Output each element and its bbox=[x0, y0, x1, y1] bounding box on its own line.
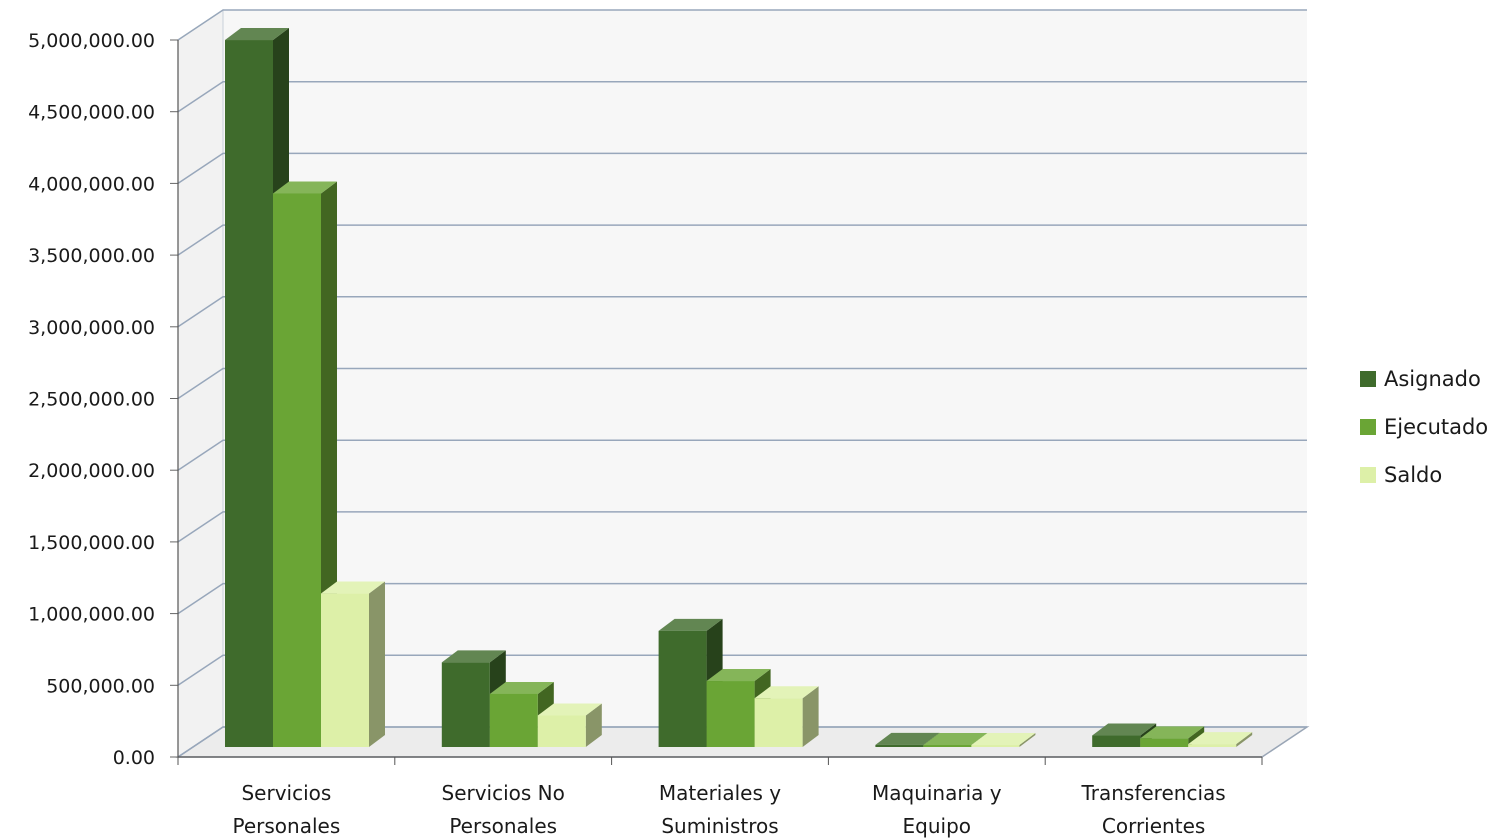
x-tick-label: Materiales y bbox=[659, 781, 781, 805]
y-tick-label: 4,500,000.00 bbox=[28, 102, 155, 124]
legend-label-ejecutado: Ejecutado bbox=[1384, 415, 1489, 439]
gridline bbox=[177, 224, 1307, 256]
chart-legend: Asignado Ejecutado Saldo bbox=[1360, 355, 1488, 499]
bar-asignado bbox=[1092, 735, 1141, 747]
x-tick-label: Transferencias bbox=[1080, 781, 1225, 805]
bar-ejecutado-top bbox=[706, 669, 771, 682]
bar-asignado-top bbox=[658, 618, 723, 631]
gridline bbox=[177, 439, 1307, 471]
gridline bbox=[177, 152, 1307, 185]
bar-saldo-side bbox=[802, 686, 819, 747]
bar-saldo bbox=[1188, 744, 1237, 747]
bar-ejecutado-top bbox=[489, 681, 554, 694]
bar-asignado-top bbox=[225, 28, 289, 41]
legend-item-saldo: Saldo bbox=[1360, 451, 1488, 499]
gridline bbox=[177, 726, 1307, 758]
bar-ejecutado bbox=[1140, 738, 1189, 747]
x-tick-label: Corrientes bbox=[1102, 814, 1205, 838]
bar-saldo bbox=[971, 745, 1020, 747]
bar-saldo-top bbox=[321, 581, 385, 594]
legend-label-asignado: Asignado bbox=[1384, 367, 1481, 391]
y-tick-label: 3,500,000.00 bbox=[28, 245, 155, 267]
bar-asignado bbox=[658, 630, 707, 747]
bar-saldo bbox=[321, 593, 369, 747]
bar-saldo-side bbox=[1236, 732, 1253, 747]
bar-ejecutado-top bbox=[1140, 726, 1205, 739]
y-tick-label: 500,000.00 bbox=[46, 675, 155, 697]
legend-swatch-ejecutado bbox=[1360, 419, 1376, 435]
y-tick-label: 5,000,000.00 bbox=[28, 30, 155, 52]
gridline bbox=[177, 582, 1307, 615]
bar-asignado bbox=[225, 40, 273, 747]
x-tick-label: Equipo bbox=[903, 814, 972, 838]
bar-saldo bbox=[537, 715, 586, 747]
bar-saldo-top bbox=[1188, 732, 1253, 745]
gridline bbox=[177, 296, 1307, 328]
legend-item-asignado: Asignado bbox=[1360, 355, 1488, 403]
bar-saldo-top bbox=[754, 686, 819, 699]
x-tick-label: Suministros bbox=[661, 814, 778, 838]
bar-asignado bbox=[441, 662, 490, 747]
bar-ejecutado bbox=[923, 745, 972, 747]
bar-saldo-side bbox=[585, 703, 602, 747]
x-tick-label: Servicios bbox=[241, 781, 331, 805]
bar-ejecutado-top bbox=[273, 181, 337, 194]
x-tick-label: Personales bbox=[233, 814, 341, 838]
gridline bbox=[177, 511, 1307, 543]
bar-saldo bbox=[754, 698, 803, 747]
x-tick-label: Maquinaria y bbox=[872, 781, 1002, 805]
bar-asignado bbox=[875, 744, 924, 747]
y-tick-label: 1,000,000.00 bbox=[28, 604, 155, 626]
gridline bbox=[177, 80, 1307, 113]
legend-swatch-saldo bbox=[1360, 467, 1376, 483]
y-tick-label: 2,500,000.00 bbox=[28, 389, 155, 411]
legend-label-saldo: Saldo bbox=[1384, 463, 1443, 487]
gridline bbox=[177, 367, 1307, 400]
bar-asignado-top bbox=[1092, 723, 1157, 736]
gridline bbox=[177, 9, 1307, 41]
gridline bbox=[177, 654, 1307, 686]
bar-ejecutado bbox=[273, 193, 321, 747]
bar-saldo-side bbox=[1019, 733, 1036, 747]
bar-asignado-top bbox=[875, 732, 940, 745]
bar-ejecutado bbox=[706, 681, 755, 747]
bar-saldo-top bbox=[537, 703, 602, 716]
legend-swatch-asignado bbox=[1360, 371, 1376, 387]
bar-asignado-top bbox=[441, 650, 506, 663]
bar-ejecutado-top bbox=[923, 733, 988, 745]
x-tick-label: Servicios No bbox=[442, 781, 565, 805]
bar-saldo-top bbox=[971, 733, 1036, 745]
bar-saldo-side bbox=[369, 581, 385, 747]
y-tick-label: 2,000,000.00 bbox=[28, 460, 155, 482]
y-tick-label: 1,500,000.00 bbox=[28, 532, 155, 554]
y-tick-label: 4,000,000.00 bbox=[28, 173, 155, 195]
x-tick-label: Personales bbox=[449, 814, 557, 838]
legend-item-ejecutado: Ejecutado bbox=[1360, 403, 1488, 451]
y-tick-label: 0.00 bbox=[113, 747, 155, 769]
y-tick-label: 3,000,000.00 bbox=[28, 317, 155, 339]
bar-ejecutado bbox=[489, 693, 538, 747]
